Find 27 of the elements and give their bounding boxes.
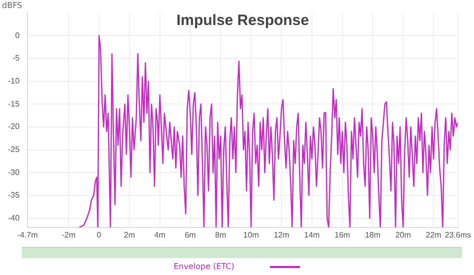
x-tick-label: 10m — [243, 230, 260, 240]
chart-title: Impulse Response — [176, 12, 309, 29]
x-tick-label: 14m — [304, 230, 320, 240]
x-tick-label: 22m — [426, 230, 442, 240]
x-tick-label: 2m — [124, 230, 136, 240]
x-tick-label: 23.6ms — [444, 230, 471, 240]
y-tick-label: -25 — [8, 144, 20, 154]
y-tick-label: -5 — [12, 54, 20, 63]
y-axis-title: dBFS — [2, 1, 22, 10]
x-tick-label: 8m — [215, 230, 227, 240]
y-tick-label: 0 — [15, 30, 20, 40]
text: Envelope (ETC) — [174, 262, 234, 271]
y-tick-label: -15 — [8, 99, 20, 108]
x-tick-label: 4m — [154, 230, 166, 240]
y-tick-label: -40 — [8, 213, 20, 222]
x-tick-label: -4.7m — [17, 230, 38, 240]
x-tick-label: 12m — [274, 230, 290, 240]
y-tick-label: -30 — [8, 168, 20, 177]
x-tick-label: 18m — [364, 230, 381, 240]
x-tick-label: 20m — [395, 230, 412, 240]
y-tick-label: -35 — [8, 190, 20, 200]
y-tick-label: -10 — [8, 76, 20, 86]
y-tick-label: -20 — [8, 122, 20, 132]
x-tick-label: 6m — [184, 230, 196, 240]
x-tick-label: -2m — [62, 230, 76, 240]
x-tick-label: 0 — [96, 230, 102, 240]
x-tick-label: 16m — [334, 230, 350, 240]
